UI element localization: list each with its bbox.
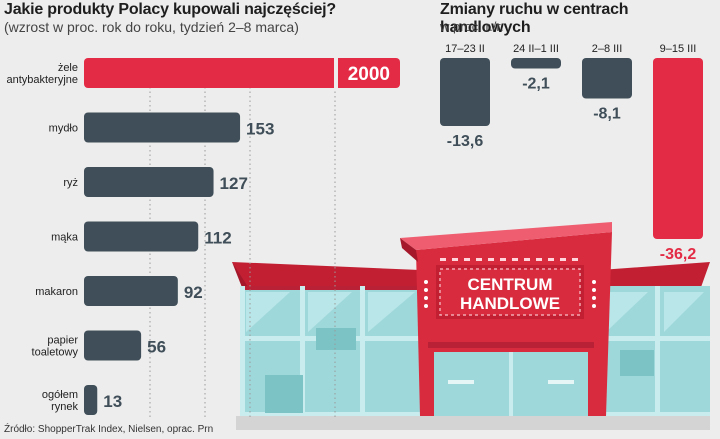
bar bbox=[511, 58, 561, 69]
right-chart-title: Zmiany ruchu w centrach handlowych bbox=[440, 1, 629, 36]
category-label: 9–15 III bbox=[660, 43, 697, 55]
bar bbox=[84, 112, 241, 143]
sign-text-line1: CENTRUM bbox=[468, 275, 553, 294]
bar bbox=[84, 385, 98, 415]
bar bbox=[653, 58, 703, 239]
category-label: 24 II–1 III bbox=[513, 43, 559, 55]
bar bbox=[440, 58, 490, 126]
shopping-center-illustration bbox=[232, 222, 710, 430]
bar bbox=[84, 58, 400, 88]
bar bbox=[84, 330, 142, 361]
category-label: ogółem bbox=[42, 389, 78, 401]
category-label: 17–23 II bbox=[445, 43, 485, 55]
bar bbox=[84, 167, 214, 197]
left-chart-subtitle: (wzrost w proc. rok do roku, tydzień 2–8… bbox=[4, 19, 299, 35]
axis-break bbox=[334, 57, 338, 89]
category-label: makaron bbox=[35, 286, 78, 298]
value-label: 127 bbox=[220, 174, 248, 193]
category-label: mąka bbox=[51, 232, 79, 244]
value-label: -8,1 bbox=[593, 106, 621, 123]
value-label: -2,1 bbox=[522, 76, 550, 93]
value-label: 153 bbox=[246, 120, 274, 139]
category-label: mydło bbox=[49, 123, 78, 135]
category-label: ryż bbox=[63, 177, 78, 189]
source-note: Źródło: ShopperTrak Index, Nielsen, opra… bbox=[4, 424, 214, 435]
bar bbox=[582, 58, 632, 99]
category-label: antybakteryjne bbox=[6, 74, 78, 86]
bar bbox=[84, 276, 178, 306]
category-label: rynek bbox=[51, 401, 78, 413]
value-label: 92 bbox=[184, 283, 203, 302]
value-label: 13 bbox=[103, 392, 122, 411]
value-label: 112 bbox=[204, 229, 231, 248]
left-chart-title: Jakie produkty Polacy kupowali najczęści… bbox=[4, 1, 336, 18]
right-chart-subtitle: w proc. r./r. bbox=[440, 19, 504, 34]
value-label: 56 bbox=[147, 338, 166, 357]
value-label: -36,2 bbox=[660, 246, 697, 263]
mall-traffic-chart: 17–23 II -13,6 24 II–1 III -2,1 2–8 III -8,1 9… bbox=[440, 43, 703, 263]
category-label: 2–8 III bbox=[592, 43, 623, 55]
category-label: papier bbox=[47, 335, 78, 347]
value-label: -13,6 bbox=[447, 133, 484, 150]
bar bbox=[84, 221, 199, 252]
sign-text-line2: HANDLOWE bbox=[460, 294, 560, 313]
category-label: żele bbox=[58, 62, 78, 74]
value-label: 2000 bbox=[348, 64, 390, 85]
category-label: toaletowy bbox=[32, 347, 79, 359]
